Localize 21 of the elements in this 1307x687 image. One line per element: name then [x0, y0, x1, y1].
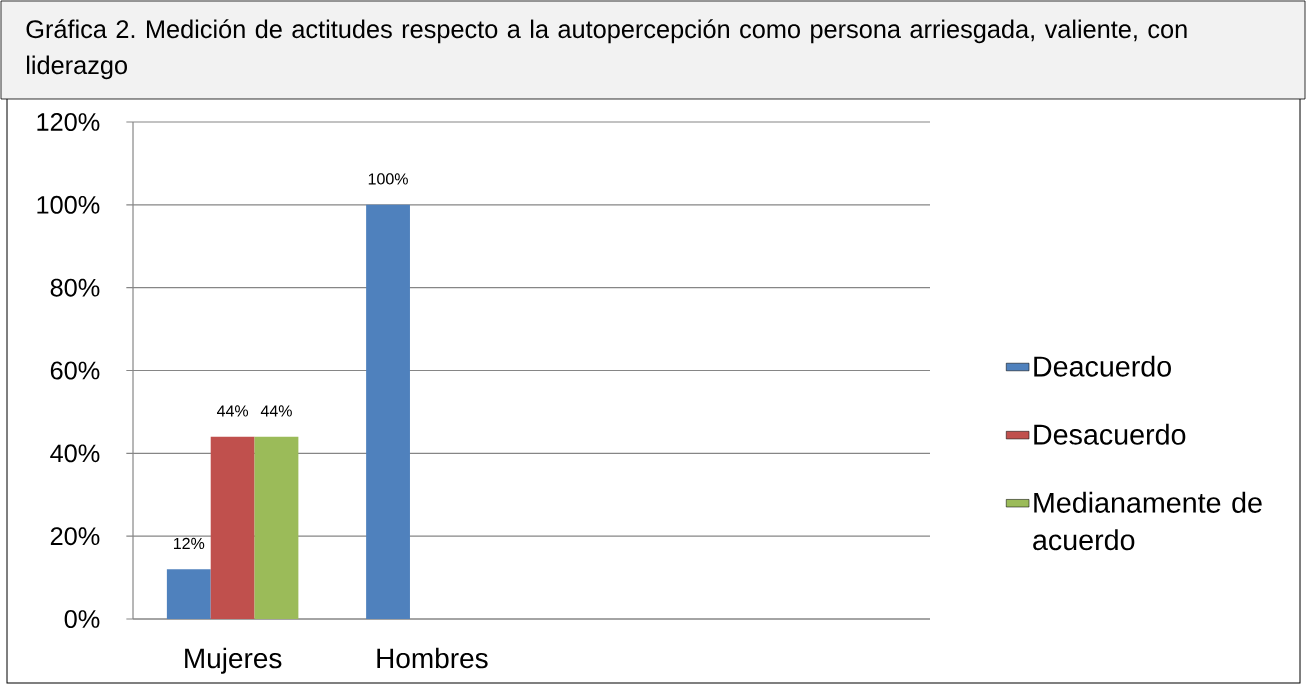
legend-label: Desacuerdo	[1034, 423, 1186, 445]
y-tick-label: 100%	[37, 195, 100, 214]
y-tick-label: 120%	[37, 113, 100, 131]
data-label: 44%	[216, 405, 249, 417]
data-label: 44%	[260, 405, 292, 417]
chart-title: Gráfica 2. Medición de actitudes respecto a la autopercepción como persona arriesgada, valiente, con liderazgo	[26, 19, 1187, 80]
y-tick-label: 60%	[50, 361, 100, 380]
y-tick-label: 20%	[50, 527, 100, 546]
bar	[210, 436, 255, 619]
y-tick-label: 80%	[50, 278, 100, 297]
bar	[254, 436, 299, 619]
data-label: 12%	[173, 537, 205, 550]
y-tick-label: 40%	[50, 444, 100, 463]
bar	[166, 569, 211, 619]
data-label: 100%	[368, 173, 408, 185]
x-tick-label: Hombres	[377, 647, 488, 669]
legend-label: Medianamente de acuerdo	[1033, 491, 1262, 551]
bar	[366, 204, 410, 619]
x-tick-label: Mujeres	[185, 647, 282, 674]
legend-label: Deacuerdo	[1034, 355, 1171, 377]
y-tick-label: 0%	[64, 610, 100, 628]
